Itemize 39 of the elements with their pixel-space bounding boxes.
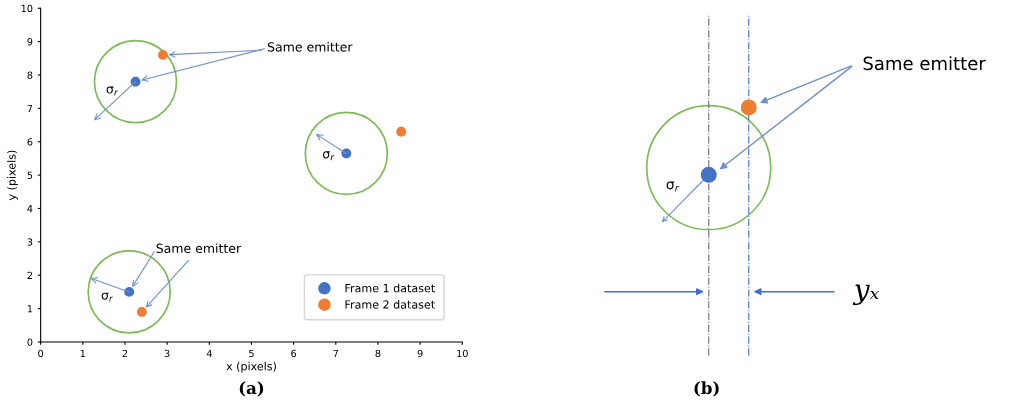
y-tick-label: 4	[27, 205, 33, 213]
annotation: Same emitter	[267, 41, 353, 52]
x-tick-label: 4	[206, 349, 212, 357]
text: (a)	[239, 381, 264, 397]
x-tick-label: 3	[164, 349, 170, 358]
point	[396, 126, 407, 137]
text: (b)	[694, 381, 719, 397]
point	[158, 50, 168, 60]
y-tick-label: 3	[27, 238, 33, 246]
y-tick-label: 7	[27, 104, 33, 113]
y-axis-title: y (pixels)	[7, 150, 18, 201]
text: yₓ	[852, 284, 880, 306]
legend-label: Frame 1 dataset	[345, 283, 435, 293]
x-tick-label: 6	[291, 349, 297, 358]
y-tick-label: 0	[27, 338, 33, 346]
x-tick-label: 7	[333, 349, 339, 357]
x-tick-label: 9	[417, 349, 423, 358]
y-tick-label: 9	[27, 38, 33, 46]
point	[136, 307, 147, 317]
annotation: σ$_{r}$	[106, 86, 118, 96]
legend-label: Frame 2 dataset	[345, 300, 435, 309]
text: Same emitter	[863, 56, 986, 71]
x-axis-title: x (pixels)	[226, 361, 276, 373]
annotation: σ$_{r}$	[101, 292, 114, 302]
x-tick-label: 2	[122, 349, 128, 357]
annotation: σ$_{r}$	[322, 151, 335, 161]
x-tick-label: 8	[375, 349, 381, 358]
x-tick-label: 10	[457, 349, 468, 358]
text: σ$_{r}$	[666, 181, 680, 192]
y-tick-label: 8	[27, 71, 33, 79]
y-tick-label: 1	[27, 305, 33, 313]
y-tick-label: 6	[27, 138, 33, 146]
annotation: Same emitter	[156, 243, 242, 254]
y-tick-label: 10	[21, 4, 33, 13]
y-tick-label: 2	[27, 271, 33, 279]
x-tick-label: 1	[80, 349, 85, 357]
y-tick-label: 5	[27, 171, 33, 179]
x-tick-label: 0	[38, 349, 44, 358]
x-tick-label: 5	[249, 349, 254, 358]
